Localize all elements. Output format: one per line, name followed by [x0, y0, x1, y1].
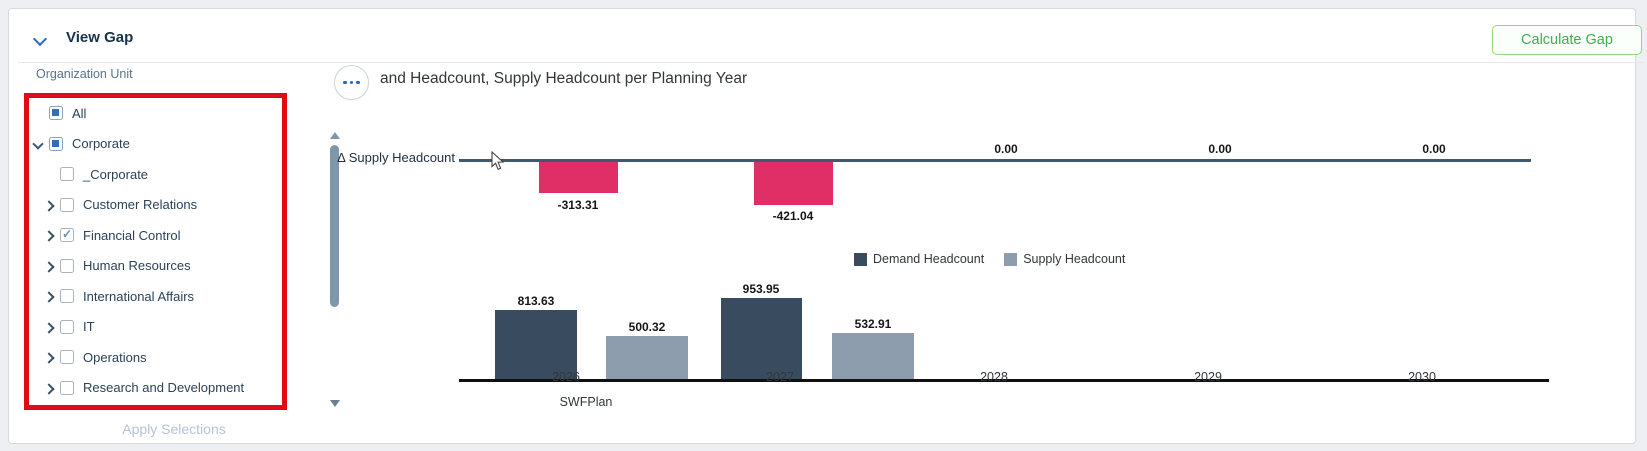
- delta-zero-line: [459, 159, 1531, 162]
- tree-item-label: Customer Relations: [83, 197, 198, 213]
- chart-legend: Demand Headcount Supply Headcount: [854, 252, 1125, 266]
- supply-value-2027: 532.91: [854, 317, 892, 331]
- scrollbar-thumb[interactable]: [330, 145, 339, 307]
- demand-value-2027: 953.95: [742, 282, 780, 296]
- tree-item-label: Research and Development: [83, 380, 245, 396]
- chevron-right-icon[interactable]: [42, 381, 56, 395]
- demand-bar-2027[interactable]: [721, 298, 802, 379]
- expander-spacer: [31, 106, 45, 120]
- tree-item-label: Financial Control: [83, 227, 181, 243]
- tree-item-label: International Affairs: [83, 288, 195, 304]
- x-tick-2027: 2027: [766, 370, 794, 384]
- checkbox-unchecked-icon[interactable]: [60, 197, 74, 212]
- delta-bar-2026[interactable]: [539, 162, 618, 193]
- tree-item-_corporate[interactable]: _Corporate: [24, 159, 294, 190]
- x-tick-2029: 2029: [1194, 370, 1222, 384]
- header-divider: [18, 62, 1644, 63]
- chevron-down-icon[interactable]: [31, 137, 45, 151]
- delta-value-2028: 0.00: [994, 142, 1018, 156]
- checkbox-unchecked-icon[interactable]: [60, 289, 74, 304]
- supply-value-2026: 500.32: [628, 320, 666, 334]
- page-title: View Gap: [66, 29, 134, 46]
- delta-value-2026: -313.31: [557, 198, 599, 212]
- checkbox-indeterminate-icon[interactable]: [49, 106, 63, 121]
- apply-selections-button[interactable]: Apply Selections: [122, 421, 226, 437]
- tree-item-financial-control[interactable]: Financial Control: [24, 220, 294, 251]
- tree-item-label: All: [72, 105, 87, 121]
- tree-item-research-and-development[interactable]: Research and Development: [24, 373, 294, 404]
- chevron-right-icon[interactable]: [42, 198, 56, 212]
- organization-unit-tree: All Corporate _Corporate Customer Relati…: [24, 98, 294, 403]
- tree-item-international-affairs[interactable]: International Affairs: [24, 281, 294, 312]
- tree-item-customer-relations[interactable]: Customer Relations: [24, 190, 294, 221]
- chevron-right-icon[interactable]: [42, 350, 56, 364]
- tree-item-corporate[interactable]: Corporate: [24, 129, 294, 160]
- delta-value-2029: 0.00: [1208, 142, 1232, 156]
- chevron-right-icon[interactable]: [42, 289, 56, 303]
- tree-item-label: _Corporate: [83, 166, 149, 182]
- calculate-gap-button[interactable]: Calculate Gap: [1492, 25, 1642, 55]
- legend-label: Demand Headcount: [873, 252, 985, 266]
- legend-label: Supply Headcount: [1023, 252, 1126, 266]
- checkbox-unchecked-icon[interactable]: [60, 380, 74, 395]
- checkbox-unchecked-icon[interactable]: [60, 319, 74, 334]
- tree-item-label: IT: [83, 319, 95, 335]
- checkbox-unchecked-icon[interactable]: [60, 258, 74, 273]
- legend-item-supply[interactable]: Supply Headcount: [1004, 252, 1125, 266]
- supply-bar-2027[interactable]: [832, 333, 914, 379]
- chevron-right-icon[interactable]: [42, 259, 56, 273]
- legend-item-demand[interactable]: Demand Headcount: [854, 252, 984, 266]
- checkbox-unchecked-icon[interactable]: [60, 350, 74, 365]
- scrollbar-up-arrow-icon[interactable]: [330, 132, 340, 139]
- x-tick-2028: 2028: [980, 370, 1008, 384]
- chevron-right-icon[interactable]: [42, 228, 56, 242]
- tree-item-label: Operations: [83, 349, 147, 365]
- checkbox-indeterminate-icon[interactable]: [49, 136, 63, 151]
- expander-spacer: [42, 167, 56, 181]
- view-gap-panel: View Gap Calculate Gap Organization Unit…: [8, 8, 1644, 444]
- tree-item-operations[interactable]: Operations: [24, 342, 294, 373]
- mouse-cursor: [491, 151, 505, 171]
- panel-collapse-chevron-icon[interactable]: [32, 31, 48, 47]
- delta-supply-headcount-label: Δ Supply Headcount: [337, 150, 455, 165]
- tree-item-it[interactable]: IT: [24, 312, 294, 343]
- delta-value-2030: 0.00: [1422, 142, 1446, 156]
- scrollbar-down-arrow-icon[interactable]: [330, 400, 340, 407]
- supply-swatch-icon: [1004, 252, 1018, 266]
- demand-value-2026: 813.63: [517, 294, 555, 308]
- ellipsis-icon: [343, 80, 347, 85]
- x-axis-title: SWFPlan: [559, 395, 613, 409]
- more-options-button[interactable]: [334, 65, 369, 100]
- tree-item-all[interactable]: All: [24, 98, 294, 129]
- x-tick-2030: 2030: [1408, 370, 1436, 384]
- tree-item-label: Human Resources: [83, 258, 191, 274]
- chevron-right-icon[interactable]: [42, 320, 56, 334]
- tree-item-human-resources[interactable]: Human Resources: [24, 251, 294, 282]
- tree-item-label: Corporate: [72, 136, 130, 152]
- demand-bar-2026[interactable]: [495, 310, 577, 379]
- x-axis-line: [459, 379, 1549, 382]
- checkbox-checked-icon[interactable]: [60, 227, 74, 243]
- checkbox-unchecked-icon[interactable]: [60, 167, 74, 182]
- chart-title: and Headcount, Supply Headcount per Plan…: [380, 70, 748, 87]
- x-tick-2026: 2026: [552, 370, 580, 384]
- supply-bar-2026[interactable]: [606, 336, 688, 379]
- demand-swatch-icon: [854, 252, 867, 266]
- delta-bar-2027[interactable]: [754, 162, 833, 205]
- delta-value-2027: -421.04: [772, 209, 814, 223]
- organization-unit-label: Organization Unit: [36, 67, 133, 81]
